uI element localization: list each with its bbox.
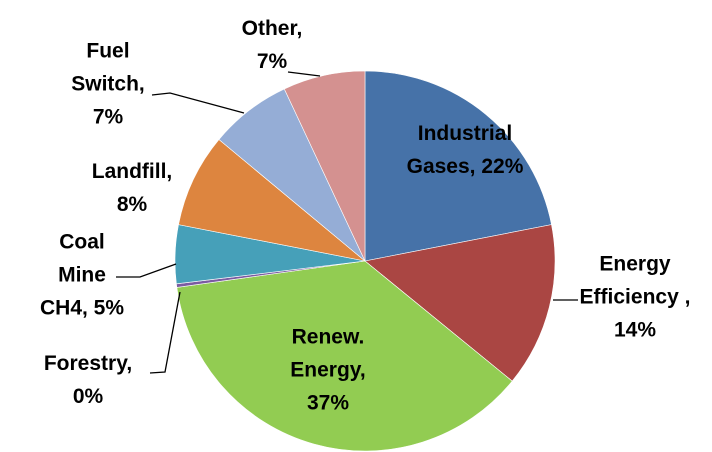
slice-label: Landfill, 8% [91, 160, 173, 216]
slice-label: Other, 7% [241, 17, 303, 73]
slices [174, 70, 556, 452]
slice [364, 70, 552, 262]
leader-line [149, 291, 181, 374]
slice-label: Energy Efficiency , 14% [579, 252, 691, 342]
slice [176, 260, 513, 452]
slice [283, 70, 366, 262]
slice-label: Fuel Switch, 7% [71, 39, 145, 129]
leader-line [116, 263, 177, 278]
leader-line [151, 92, 245, 114]
slice [178, 139, 366, 262]
leader-line [287, 71, 321, 77]
slice-label: Forestry, 0% [43, 352, 133, 408]
slice-label: Coal Mine CH4, 5% [39, 230, 125, 320]
slice [364, 224, 556, 382]
slice-label: Industrial Gases, 22% [406, 122, 524, 178]
slice-label: Renew. Energy, 37% [290, 325, 366, 415]
